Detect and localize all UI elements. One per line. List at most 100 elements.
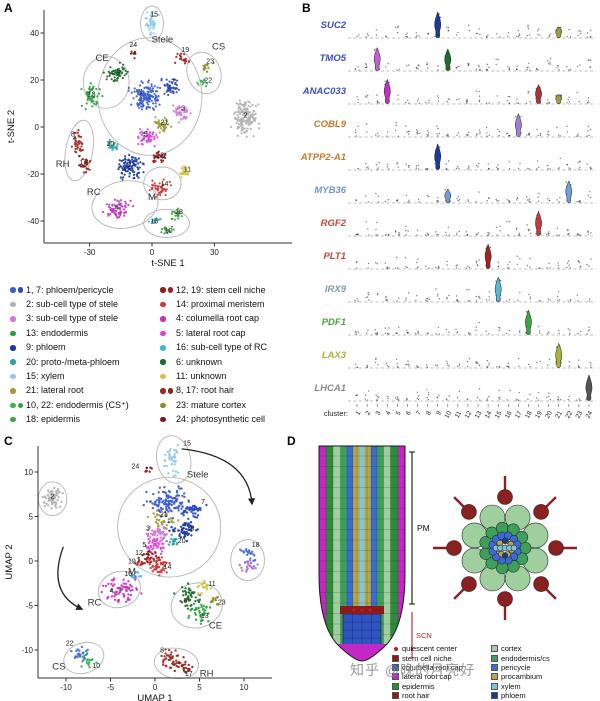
cluster-legend-item: 14: proximal meristem [160,297,300,311]
tissue-layer [398,446,405,661]
root_hair-swatch [392,692,399,700]
y-tick-label: 0 [29,557,34,566]
panel-a-label: A [4,1,13,15]
cluster-tick-label: 18 [524,410,534,420]
quiescent-center [352,608,356,612]
gene-row: RGF2 [321,210,596,237]
cluster-legend-text: 18: epidermis [26,414,81,425]
gene-row: IRX9 [325,276,596,303]
cluster-number-label: 11 [208,581,215,588]
anatomy-legend-item: endodermis/cs [491,653,579,663]
panel-c-label: C [4,434,13,448]
cluster-legend-item: 24: photosynthetic cell [160,413,300,427]
cluster-tick-label: 7 [415,410,423,417]
axes: -10 -5 0 5 10 10 5 0 -5 -10 UMAP 1 UMAP 2 [4,446,272,701]
gene-label: LAX3 [322,350,347,361]
gene-row: COBL9 [314,112,596,138]
cluster-number-label: 24 [129,42,137,49]
violin-shape [434,143,442,170]
cluster-color-dots [160,373,176,380]
region-outline [64,119,94,182]
gene-row: LHCA1 [314,374,596,402]
cluster-tick-label: 10 [443,410,453,420]
x-axis-label: UMAP 1 [137,693,172,701]
cluster-number-label: 8 [71,131,75,138]
cluster-tick-label: 1 [354,410,362,417]
region-label: RH [56,159,70,170]
violin-shape [585,374,593,401]
root-hair-cell [533,504,549,520]
cluster-number-label: 5 [144,131,148,138]
cluster-legend-column: 1, 7: phloem/pericycle 2: sub-cell type o… [10,283,160,427]
cluster-color-dot [10,402,16,409]
cluster-number-label: 13 [201,613,209,620]
cluster-number-label: 2 [51,494,55,501]
cluster-number-label: 23 [206,59,214,66]
violin-shape [444,48,452,71]
violin-shape [494,276,502,302]
anatomy-legend-text: pericycle [501,662,531,672]
gene-label: ATPP2-A1 [300,152,346,163]
cluster-number-label: 12 [156,153,164,160]
x-tick-label: -10 [60,683,72,692]
cluster-color-dots [160,402,176,409]
gene-label: MYB36 [314,185,346,196]
cluster-color-dot [160,287,166,293]
cluster-tick-label: 19 [534,410,544,420]
quiescent-center [368,608,372,612]
cluster-number-label: 10 [92,663,100,670]
root-cross-section-diagram [433,476,577,620]
anatomy-legend-item: root hair [392,691,491,700]
cluster-number-label: 14 [161,181,169,188]
violin-shape [555,93,563,104]
cluster-color-dot [10,373,16,380]
cluster-legend-item: 23: mature cortex [160,398,300,412]
root-hair-cell [497,489,513,505]
cluster-color-dot [167,287,173,293]
cluster-legend-text: 5: lateral root cap [176,327,246,338]
cluster-tick-label: 17 [514,410,524,420]
cluster-color-dot [10,359,16,365]
cluster-number-label: 21 [160,512,168,519]
region-label: RH [200,669,214,680]
cluster-tick-label: 3 [375,410,383,417]
cluster-legend-text: 13: endodermis [26,327,89,338]
cluster-legend-text: 23: mature cortex [176,399,247,410]
cluster-legend-item: 1, 7: phloem/pericycle [10,283,160,297]
tissue-layer [340,446,347,661]
violin-shape [525,309,532,335]
anatomy-legend-text: cortex [501,644,522,654]
cluster-tick-label: 24 [585,410,595,420]
root-longitudinal-diagram: PM SCN [318,445,432,662]
cluster-axis: 1 2 3 4 5 6 7 8 9 10 11 12 13 14 15 16 17 18 19 20 21 22 23 24c… [324,404,595,420]
cluster-color-dot [160,373,166,380]
qc-swatch [393,646,398,651]
cluster-legend-item: 11: unknown [160,369,300,383]
region-outline [140,5,164,42]
scatter-points [70,11,261,235]
cluster-color-dot [160,301,166,308]
cluster-tick-label: 9 [435,410,443,417]
y-tick-label: 0 [35,123,40,132]
scatter-points [41,443,259,674]
region-label: M [148,192,156,203]
cluster-number-label: 15 [150,12,158,19]
region-outline [143,166,182,201]
cluster-color-dots [10,402,26,409]
region-label: RC [87,187,101,198]
cluster-number-label: 3 [146,526,150,533]
region-outline [97,570,141,609]
xylem-swatch [491,682,498,690]
cluster-color-dot [160,330,166,337]
region-outline [91,180,159,229]
phloem-cell [502,552,509,559]
region-label: CE [95,53,108,64]
region-outline [186,51,222,95]
y-axis-label: UMAP 2 [4,544,15,579]
cluster-legend-item: 21: lateral root [10,384,160,398]
cluster-legend-text: 8, 17: root hair [176,385,235,396]
anatomy-legend-column: quiescent center stem cell niche columella… [392,644,491,700]
cluster-number-label: 8 [160,648,164,655]
phloem-swatch [491,692,498,700]
anatomy-legend-text: columella root cap [402,662,463,672]
